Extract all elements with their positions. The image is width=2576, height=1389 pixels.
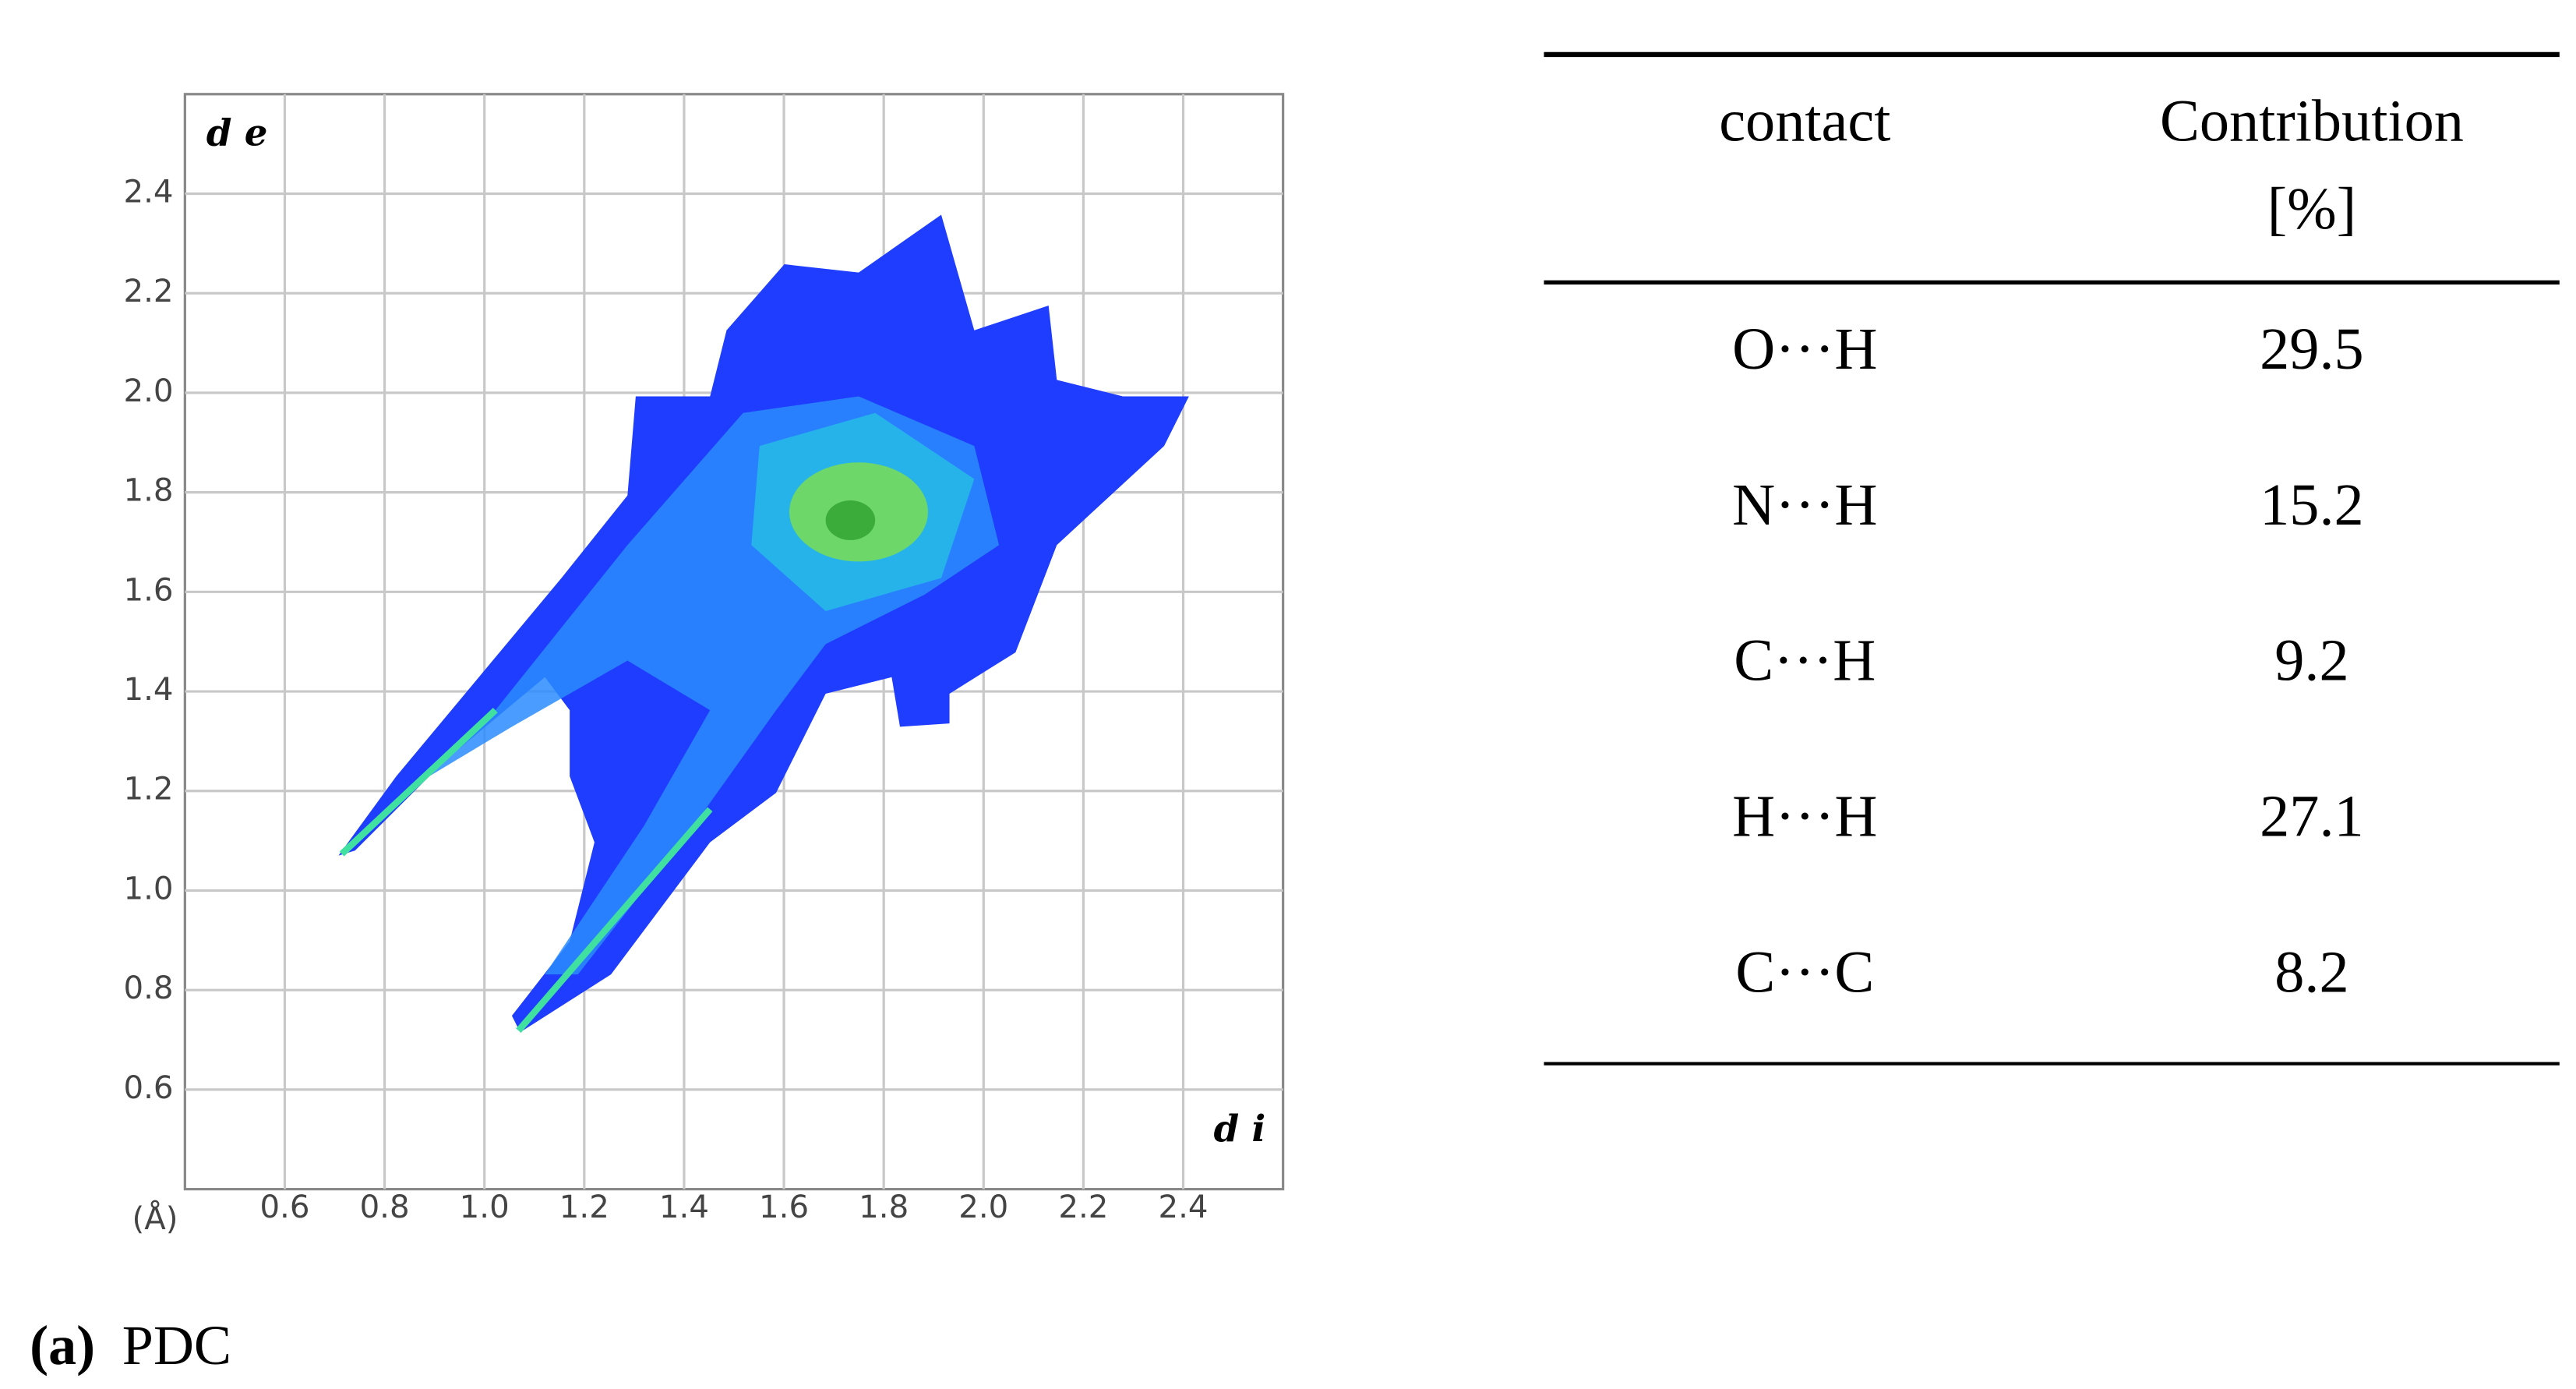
table-cell: 29.5 — [2260, 316, 2363, 382]
table-cell: H···H — [1732, 783, 1877, 850]
caption-text: PDC — [122, 1314, 231, 1377]
caption-label: (a) — [30, 1314, 95, 1377]
table-cell: C···C — [1735, 938, 1874, 1005]
y-tick-label: 1.0 — [123, 871, 173, 907]
x-axis-label: d i — [1214, 1107, 1266, 1150]
x-tick-label: 1.0 — [460, 1189, 510, 1225]
y-tick-label: 1.4 — [123, 672, 173, 708]
y-tick-label: 0.8 — [123, 970, 173, 1006]
header-cell: [%] — [2267, 175, 2356, 242]
y-tick-label: 1.2 — [123, 772, 173, 808]
table-cell: C···H — [1734, 627, 1876, 694]
table-cell: 8.2 — [2274, 938, 2348, 1005]
x-tick-label: 2.4 — [1159, 1189, 1209, 1225]
table-cell: 27.1 — [2260, 783, 2363, 850]
table-cell: 9.2 — [2274, 627, 2348, 694]
x-tick-label: 2.0 — [958, 1189, 1008, 1225]
header-cell: contact — [1719, 88, 1890, 154]
x-tick-label: 0.8 — [360, 1189, 410, 1225]
table-cell: O···H — [1732, 316, 1877, 382]
y-axis-label: d e — [206, 111, 267, 154]
x-tick-label: 1.8 — [859, 1189, 909, 1225]
x-tick-label: 1.4 — [659, 1189, 709, 1225]
y-tick-label: 0.6 — [123, 1070, 173, 1106]
y-tick-label: 2.0 — [123, 373, 173, 409]
y-tick-label: 1.6 — [123, 572, 173, 608]
y-tick-label: 2.2 — [123, 274, 173, 309]
x-tick-label: 2.2 — [1058, 1189, 1108, 1225]
x-tick-label: 1.2 — [559, 1189, 609, 1225]
x-tick-label: 1.6 — [759, 1189, 809, 1225]
table: contact Contribution [%] O···H 29.5 N···H 15.2… — [1719, 88, 2464, 1006]
header-cell: Contribution — [2160, 88, 2464, 154]
y-tick-label: 1.8 — [123, 473, 173, 509]
y-tick-label: 2.4 — [123, 174, 173, 210]
fingerprint — [338, 214, 1189, 1033]
unit-label: (Å) — [132, 1200, 178, 1237]
table-cell: N···H — [1732, 472, 1877, 538]
x-tick-label: 0.6 — [259, 1189, 309, 1225]
table-cell: 15.2 — [2260, 472, 2363, 538]
